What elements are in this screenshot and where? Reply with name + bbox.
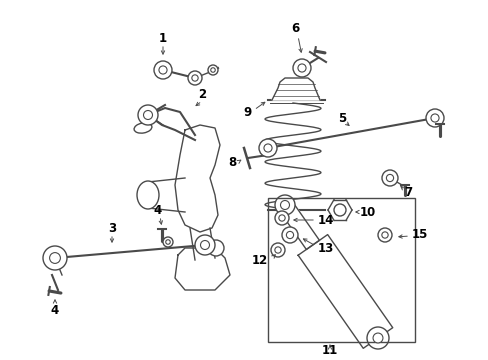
Circle shape xyxy=(264,144,271,152)
Circle shape xyxy=(165,240,170,244)
Text: 13: 13 xyxy=(317,242,334,255)
Text: 3: 3 xyxy=(108,221,116,234)
Circle shape xyxy=(210,68,215,72)
Circle shape xyxy=(49,253,61,264)
Text: 11: 11 xyxy=(321,343,337,356)
Circle shape xyxy=(274,247,281,253)
Circle shape xyxy=(191,75,198,81)
Polygon shape xyxy=(271,78,319,100)
Ellipse shape xyxy=(137,181,159,209)
Text: 12: 12 xyxy=(251,253,267,266)
Circle shape xyxy=(430,114,438,122)
Circle shape xyxy=(278,215,285,221)
Circle shape xyxy=(187,71,202,85)
Polygon shape xyxy=(175,248,229,290)
Circle shape xyxy=(377,228,391,242)
Text: 6: 6 xyxy=(290,22,299,35)
Circle shape xyxy=(163,237,173,247)
Circle shape xyxy=(366,327,388,349)
Text: 1: 1 xyxy=(159,31,167,45)
Text: 4: 4 xyxy=(154,203,162,216)
Circle shape xyxy=(43,246,67,270)
Polygon shape xyxy=(175,125,220,232)
Circle shape xyxy=(292,59,310,77)
Circle shape xyxy=(286,231,293,239)
Polygon shape xyxy=(278,201,319,249)
Circle shape xyxy=(259,139,276,157)
Text: 2: 2 xyxy=(198,89,205,102)
Text: 15: 15 xyxy=(411,229,427,242)
Circle shape xyxy=(270,243,285,257)
Circle shape xyxy=(280,201,289,210)
Circle shape xyxy=(207,240,224,256)
Text: 9: 9 xyxy=(244,105,252,118)
Circle shape xyxy=(159,66,167,74)
Circle shape xyxy=(143,111,152,120)
Text: 4: 4 xyxy=(51,303,59,316)
Circle shape xyxy=(274,211,288,225)
Circle shape xyxy=(154,61,172,79)
Text: 5: 5 xyxy=(337,112,346,125)
Circle shape xyxy=(297,64,305,72)
Circle shape xyxy=(386,174,393,181)
Circle shape xyxy=(425,109,443,127)
Text: 14: 14 xyxy=(317,213,334,226)
Ellipse shape xyxy=(134,123,152,133)
Polygon shape xyxy=(298,235,392,348)
Circle shape xyxy=(195,235,215,255)
Circle shape xyxy=(381,232,387,238)
Text: 7: 7 xyxy=(403,185,411,198)
Bar xyxy=(267,198,414,342)
Circle shape xyxy=(274,195,294,215)
Text: 8: 8 xyxy=(227,156,236,168)
Circle shape xyxy=(282,227,297,243)
Circle shape xyxy=(138,105,158,125)
Circle shape xyxy=(207,65,218,75)
Circle shape xyxy=(381,170,397,186)
Circle shape xyxy=(200,240,209,249)
Circle shape xyxy=(333,204,346,216)
Text: 10: 10 xyxy=(359,206,375,219)
Circle shape xyxy=(372,333,382,343)
